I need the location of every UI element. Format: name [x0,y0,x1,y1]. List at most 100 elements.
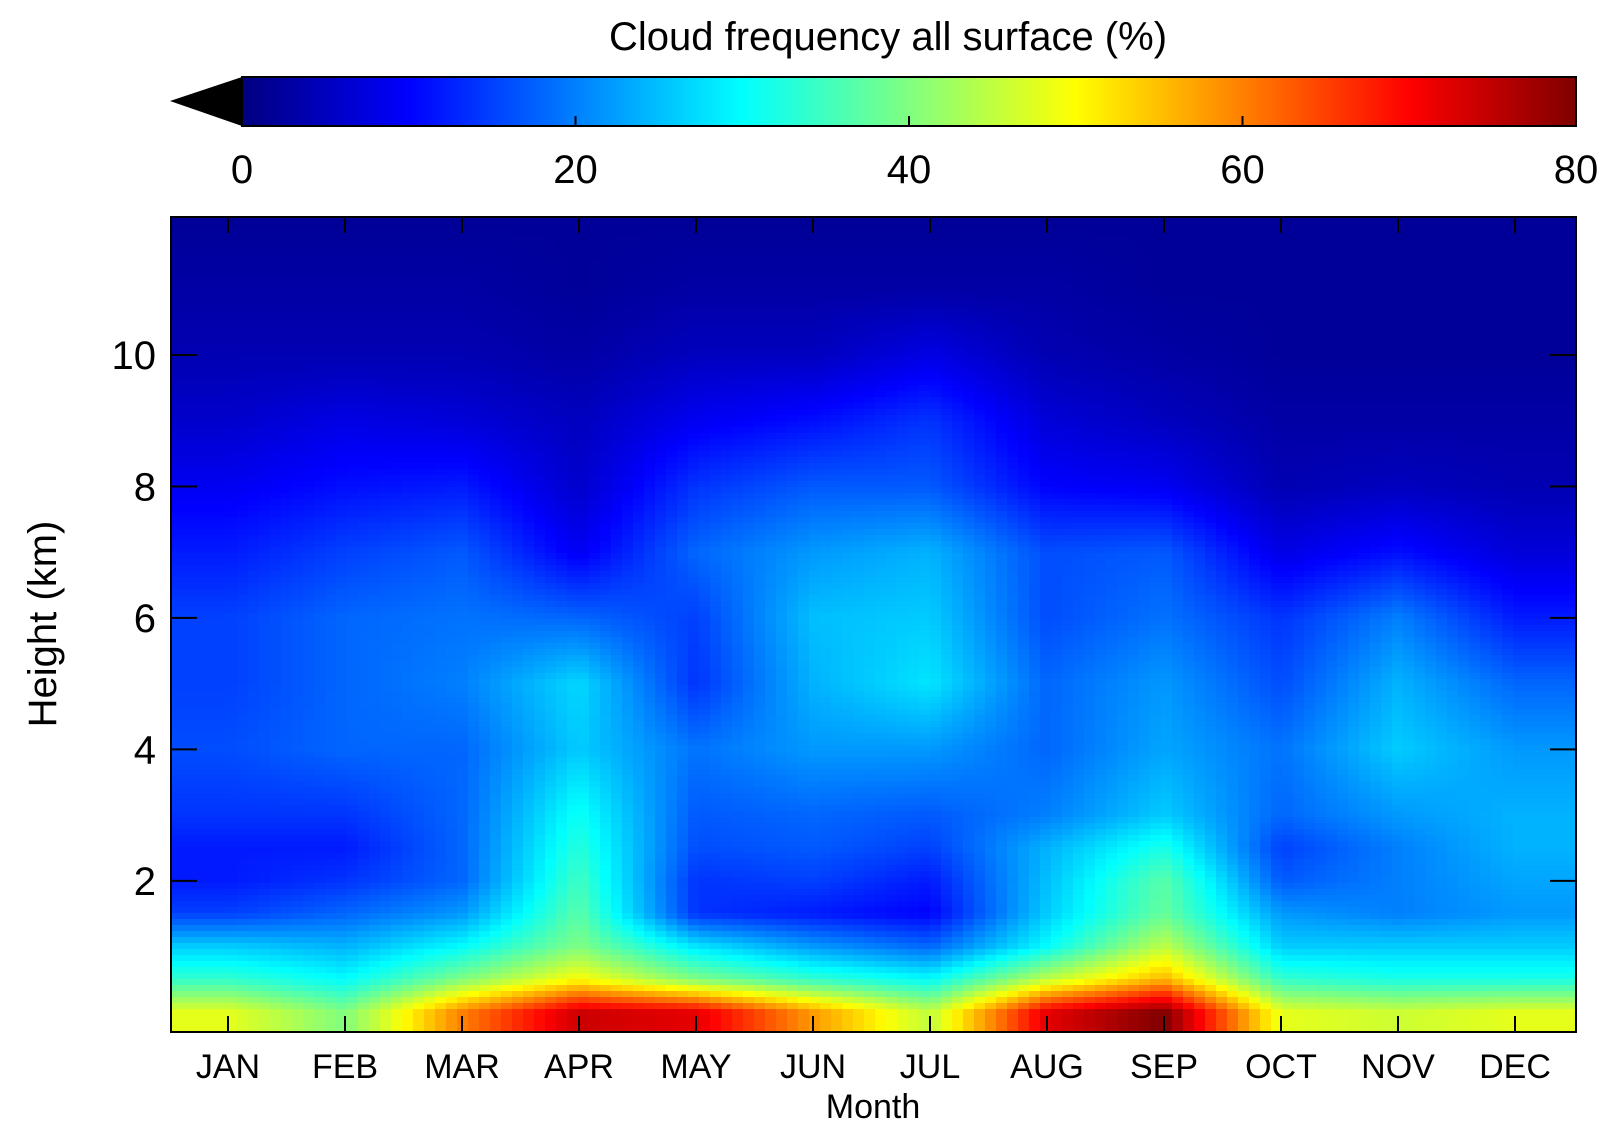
heatmap-cell [347,625,359,632]
heatmap-cell [479,697,491,704]
heatmap-cell [534,799,546,806]
heatmap-cell [314,217,326,224]
heatmap-cell [369,595,381,602]
heatmap-cell [468,841,480,848]
heatmap-cell [479,295,491,302]
heatmap-cell [215,385,227,392]
heatmap-cell [259,373,271,380]
heatmap-cell [490,757,502,764]
heatmap-cell [446,697,458,704]
heatmap-cell [435,739,447,746]
heatmap-cell [281,637,293,644]
heatmap-cell [325,415,337,422]
heatmap-cell [193,235,205,242]
heatmap-cell [435,721,447,728]
heatmap-cell [226,973,238,980]
heatmap-cell [237,991,249,998]
heatmap-cell [259,217,271,224]
heatmap-cell [259,613,271,620]
heatmap-cell [468,505,480,512]
heatmap-cell [193,553,205,560]
heatmap-cell [281,997,293,1004]
heatmap-cell [468,409,480,416]
heatmap-cell [457,913,469,920]
heatmap-cell [215,751,227,758]
heatmap-cell [413,433,425,440]
heatmap-cell [435,1009,447,1016]
heatmap-cell [479,535,491,542]
heatmap-cell [347,565,359,572]
heatmap-cell [259,421,271,428]
heatmap-cell [413,763,425,770]
heatmap-cell [380,631,392,638]
heatmap-cell [358,637,370,644]
heatmap-cell [479,343,491,350]
heatmap-cell [314,925,326,932]
heatmap-cell [512,715,524,722]
heatmap-cell [534,379,546,386]
heatmap-cell [501,745,513,752]
heatmap-cell [193,265,205,272]
heatmap-cell [369,895,381,902]
heatmap-cell [281,385,293,392]
heatmap-cell [402,763,414,770]
heatmap-cell [556,271,568,278]
heatmap-cell [336,247,348,254]
heatmap-cell [435,643,447,650]
heatmap-cell [380,709,392,716]
heatmap-cell [281,301,293,308]
heatmap-cell [567,463,579,470]
heatmap-cell [468,823,480,830]
heatmap-cell [171,973,183,980]
heatmap-cell [325,763,337,770]
heatmap-cell [237,505,249,512]
heatmap-cell [501,901,513,908]
heatmap-cell [226,763,238,770]
heatmap-cell [567,403,579,410]
heatmap-cell [204,583,216,590]
heatmap-cell [402,775,414,782]
heatmap-cell [215,259,227,266]
heatmap-cell [534,853,546,860]
heatmap-cell [237,709,249,716]
heatmap-cell [446,757,458,764]
heatmap-cell [270,493,282,500]
heatmap-cell [204,877,216,884]
heatmap-cell [259,385,271,392]
heatmap-cell [215,931,227,938]
heatmap-cell [556,823,568,830]
heatmap-cell [523,415,535,422]
heatmap-cell [204,571,216,578]
heatmap-cell [402,331,414,338]
heatmap-cell [292,565,304,572]
heatmap-cell [204,649,216,656]
heatmap-cell [556,559,568,566]
heatmap-cell [215,697,227,704]
heatmap-cell [226,289,238,296]
heatmap-cell [435,1027,447,1032]
heatmap-cell [534,283,546,290]
heatmap-cell [325,727,337,734]
heatmap-cell [556,607,568,614]
heatmap-cell [512,691,524,698]
heatmap-cell [391,277,403,284]
heatmap-cell [369,559,381,566]
heatmap-cell [303,271,315,278]
heatmap-cell [369,727,381,734]
heatmap-cell [292,295,304,302]
heatmap-cell [259,619,271,626]
heatmap-cell [215,571,227,578]
heatmap-cell [259,943,271,950]
heatmap-cell [193,979,205,986]
heatmap-cell [490,751,502,758]
heatmap-cell [402,709,414,716]
heatmap-cell [545,889,557,896]
heatmap-cell [336,433,348,440]
heatmap-cell [501,649,513,656]
heatmap-cell [314,289,326,296]
heatmap-cell [369,343,381,350]
heatmap-cell [413,799,425,806]
heatmap-cell [358,241,370,248]
heatmap-cell [248,715,260,722]
heatmap-cell [347,445,359,452]
